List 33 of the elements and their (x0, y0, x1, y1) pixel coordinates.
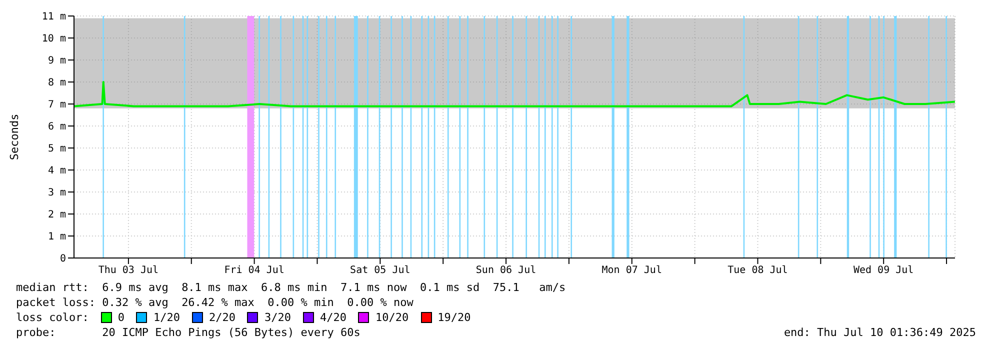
text: 19/20 (438, 310, 471, 325)
text: 3/20 (264, 310, 291, 325)
x-tick-label: Fri 04 Jul (224, 265, 284, 276)
y-tick-label: 0 (60, 254, 66, 265)
y-tick-label: 5 m (48, 144, 66, 155)
text: end: Thu Jul 10 01:36:49 2025 (784, 325, 976, 340)
text: probe: 20 ICMP Echo Pings (56 Bytes) every 60s (16, 325, 360, 340)
y-tick-label: 8 m (48, 78, 66, 89)
text: packet loss: 0.32 % avg 26.42 % max 0.00 % min 0.00 % now (16, 295, 414, 310)
text: median rtt: 6.9 ms avg 8.1 ms max 6.8 ms min 7.1 ms now 0.1 ms sd 75.1 am/s (16, 280, 567, 295)
y-tick-label: 6 m (48, 122, 66, 133)
text: 1/20 (153, 310, 180, 325)
x-tick-label: Sun 06 Jul (476, 265, 536, 276)
text: 0 (118, 310, 124, 325)
y-tick-label: 3 m (48, 188, 66, 199)
text: 10/20 (375, 310, 409, 325)
y-tick-label: 9 m (48, 56, 66, 67)
y-tick-label: 2 m (48, 210, 66, 221)
x-tick-label: Thu 03 Jul (98, 265, 159, 276)
line-series (74, 81, 955, 108)
x-tick-label: Tue 08 Jul (728, 265, 788, 276)
y-tick-label: 4 m (48, 166, 66, 177)
x-tick-label: Mon 07 Jul (602, 265, 662, 276)
x-tick-label: Wed 09 Jul (853, 265, 914, 276)
y-tick-label: 11 m (42, 12, 66, 23)
text: loss color: (16, 310, 89, 325)
text: 4/20 (320, 310, 346, 325)
text: 2/20 (208, 310, 236, 325)
y-axis-title: Seconds (8, 114, 21, 160)
y-tick-label: 10 m (42, 34, 66, 45)
y-tick-label: 7 m (48, 100, 66, 111)
y-tick-label: 1 m (48, 232, 66, 243)
x-tick-label: Sat 05 Jul (350, 265, 410, 276)
